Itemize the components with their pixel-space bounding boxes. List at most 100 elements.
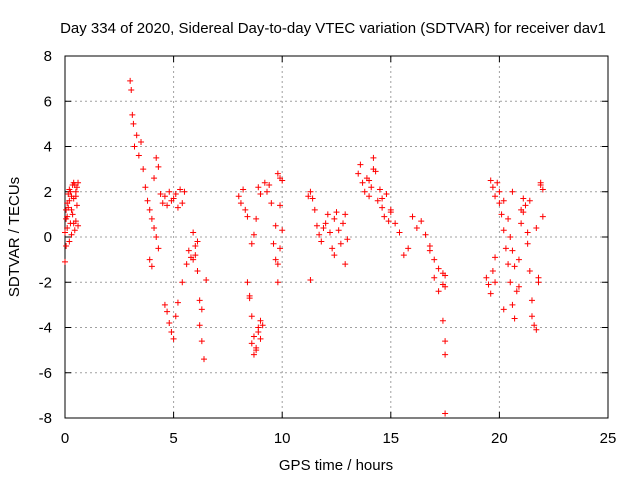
data-point [435, 265, 442, 272]
data-point [337, 240, 344, 247]
data-point [307, 188, 314, 195]
data-point [240, 186, 247, 193]
data-point [320, 224, 327, 231]
data-point [537, 179, 544, 186]
data-point [492, 254, 499, 261]
data-point [155, 245, 162, 252]
data-point [248, 340, 255, 347]
data-point [528, 297, 535, 304]
data-point [237, 200, 244, 207]
data-point [413, 224, 420, 231]
data-point [194, 267, 201, 274]
data-point [507, 279, 514, 286]
data-point [426, 243, 433, 250]
data-point [492, 193, 499, 200]
data-point [526, 197, 533, 204]
data-point [370, 154, 377, 161]
data-point [248, 240, 255, 247]
data-point [172, 313, 179, 320]
data-point [379, 195, 386, 202]
data-point [509, 301, 516, 308]
data-point [331, 252, 338, 259]
data-point [128, 86, 135, 93]
data-point [266, 181, 273, 188]
data-point [161, 301, 168, 308]
data-point [263, 188, 270, 195]
data-point [405, 245, 412, 252]
data-point [518, 220, 525, 227]
data-point [409, 213, 416, 220]
data-point [198, 338, 205, 345]
data-point [326, 229, 333, 236]
data-point [496, 188, 503, 195]
data-point [161, 193, 168, 200]
data-point [196, 322, 203, 329]
data-point [331, 215, 338, 222]
data-point [272, 256, 279, 263]
chart-title: Day 334 of 2020, Sidereal Day-to-day VTE… [60, 20, 606, 37]
data-point [279, 177, 286, 184]
data-point [257, 317, 264, 324]
data-point [68, 231, 75, 238]
data-point [387, 206, 394, 213]
data-point [515, 256, 522, 263]
data-point [418, 218, 425, 225]
data-point [64, 213, 71, 220]
data-point [244, 279, 251, 286]
data-point [513, 288, 520, 295]
data-point [66, 197, 73, 204]
data-point [505, 215, 512, 222]
data-point [533, 224, 540, 231]
data-point [502, 245, 509, 252]
data-point [442, 351, 449, 358]
data-point [279, 227, 286, 234]
data-point [505, 261, 512, 268]
data-point [257, 191, 264, 198]
data-point [133, 132, 140, 139]
y-tick-label: -2 [39, 274, 52, 291]
data-point [140, 166, 147, 173]
data-point [322, 220, 329, 227]
data-point [244, 213, 251, 220]
data-point [148, 263, 155, 270]
data-point [274, 261, 281, 268]
data-point [190, 256, 197, 263]
data-point [524, 229, 531, 236]
data-point [250, 351, 257, 358]
data-point [368, 184, 375, 191]
data-point [524, 240, 531, 247]
data-point [366, 193, 373, 200]
data-point [146, 206, 153, 213]
data-point [431, 256, 438, 263]
data-point [483, 274, 490, 281]
data-point [515, 283, 522, 290]
data-point [170, 335, 177, 342]
data-point [148, 215, 155, 222]
data-point [242, 206, 249, 213]
data-point [62, 229, 68, 236]
data-point [500, 306, 507, 313]
data-point [431, 274, 438, 281]
data-point [366, 177, 373, 184]
data-point [164, 202, 171, 209]
data-point [66, 238, 73, 245]
data-point [127, 77, 134, 84]
data-point [71, 181, 78, 188]
data-point [396, 229, 403, 236]
data-point [142, 184, 149, 191]
data-point [183, 261, 190, 268]
data-point [539, 213, 546, 220]
data-point [129, 111, 136, 118]
data-point [131, 143, 138, 150]
data-point [329, 245, 336, 252]
data-point [489, 267, 496, 274]
data-point [68, 206, 75, 213]
data-point [500, 197, 507, 204]
data-point [370, 166, 377, 173]
data-point [166, 319, 173, 326]
data-point [511, 263, 518, 270]
data-point [253, 344, 260, 351]
data-point [72, 188, 79, 195]
x-tick-label: 20 [491, 430, 508, 447]
